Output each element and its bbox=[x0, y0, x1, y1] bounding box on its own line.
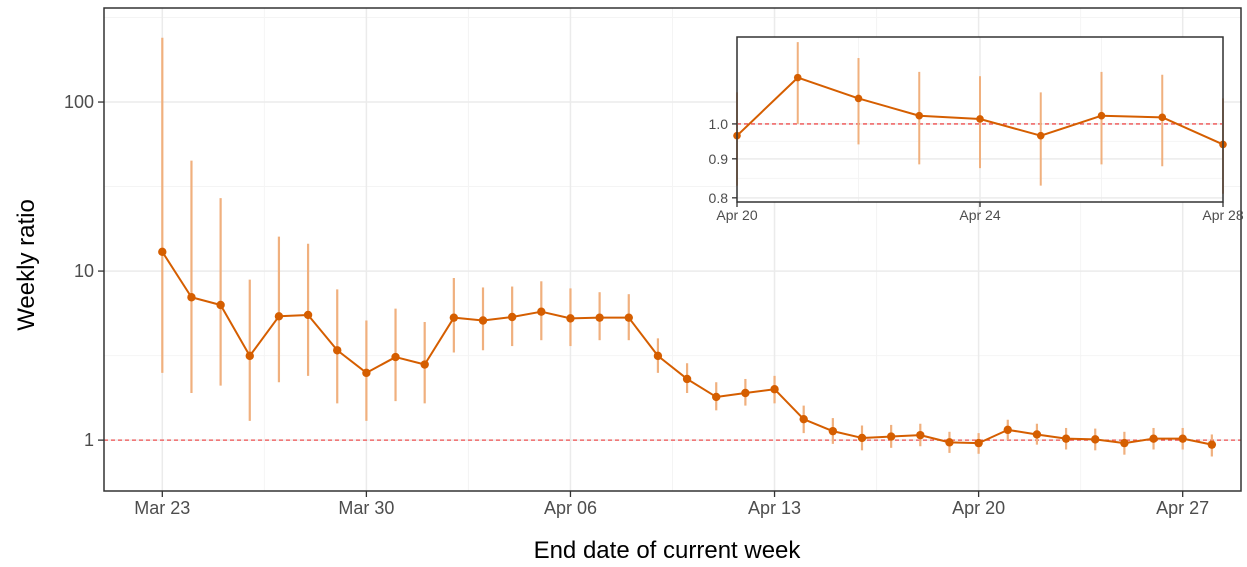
main-data-point bbox=[712, 392, 721, 402]
inset-data-point bbox=[1036, 131, 1045, 140]
main-data-point bbox=[886, 432, 896, 441]
inset-data-point bbox=[976, 115, 984, 123]
main-data-point bbox=[799, 414, 808, 424]
main-data-point bbox=[1178, 434, 1187, 443]
main-data-point bbox=[158, 247, 167, 257]
main-data-point bbox=[1120, 438, 1129, 448]
inset-y-tick-label: 0.8 bbox=[709, 190, 729, 206]
main-data-point bbox=[303, 310, 313, 320]
y-axis-title: Weekly ratio bbox=[13, 199, 40, 331]
x-axis-title: End date of current week bbox=[534, 537, 802, 564]
main-data-point bbox=[245, 351, 254, 361]
main-panel-border bbox=[103, 7, 1242, 492]
main-data-point bbox=[916, 430, 925, 440]
main-data-point bbox=[274, 312, 284, 321]
main-data-point bbox=[974, 438, 983, 448]
main-data-point bbox=[566, 314, 575, 323]
main-data-point bbox=[653, 351, 663, 361]
main-x-tick-label: Mar 30 bbox=[338, 498, 394, 518]
main-x-tick-label: Apr 06 bbox=[544, 498, 597, 518]
inset-data-point bbox=[1158, 113, 1167, 122]
main-x-tick-label: Apr 13 bbox=[748, 498, 801, 518]
main-data-point bbox=[682, 374, 692, 384]
main-axis-ticks: Mar 23 Mar 30 Apr 06 Apr 13 Apr 20 Apr 27 1 10 1… bbox=[64, 92, 1209, 518]
inset-x-tick-label: Apr 28 bbox=[1202, 207, 1243, 223]
main-data-point bbox=[216, 300, 225, 310]
main-y-tick-label: 10 bbox=[74, 261, 94, 281]
main-x-tick-label: Apr 20 bbox=[952, 498, 1005, 518]
main-data-point bbox=[945, 438, 954, 447]
inset-y-tick-label: 0.9 bbox=[709, 151, 729, 167]
inset-x-tick-label: Apr 24 bbox=[959, 207, 1000, 223]
main-data-point bbox=[624, 313, 633, 322]
main-data-point bbox=[741, 388, 750, 398]
main-y-tick-label: 1 bbox=[84, 430, 94, 450]
main-data-point bbox=[449, 313, 459, 322]
main-y-tick-label: 100 bbox=[64, 92, 94, 112]
inset-panel: Apr 20 Apr 24 Apr 28 0.8 0.9 1.0 bbox=[709, 36, 1244, 223]
main-data-points bbox=[158, 247, 1217, 449]
main-x-tick-label: Apr 27 bbox=[1156, 498, 1209, 518]
main-data-point bbox=[333, 346, 342, 355]
main-data-point bbox=[1149, 434, 1158, 443]
main-data-point bbox=[828, 426, 838, 436]
main-data-point bbox=[187, 293, 196, 302]
main-data-point bbox=[420, 360, 429, 369]
main-data-point bbox=[1003, 425, 1012, 435]
main-x-tick-label: Mar 23 bbox=[134, 498, 190, 518]
main-data-point bbox=[537, 307, 546, 316]
main-data-point bbox=[1061, 434, 1071, 443]
inset-axis-ticks: Apr 20 Apr 24 Apr 28 0.8 0.9 1.0 bbox=[709, 116, 1244, 223]
main-data-point bbox=[1032, 430, 1042, 439]
main-data-point bbox=[362, 368, 371, 378]
main-data-point bbox=[595, 313, 604, 322]
main-data-point bbox=[507, 312, 517, 322]
main-data-point bbox=[1207, 440, 1217, 449]
main-data-point bbox=[1091, 435, 1100, 444]
inset-data-point bbox=[793, 73, 802, 82]
inset-data-point bbox=[1097, 111, 1106, 120]
main-data-point bbox=[857, 433, 867, 443]
main-data-point bbox=[391, 352, 400, 362]
inset-data-point bbox=[854, 94, 863, 103]
main-data-point bbox=[478, 316, 488, 325]
main-data-point bbox=[770, 385, 779, 394]
inset-x-tick-label: Apr 20 bbox=[716, 207, 757, 223]
inset-data-point bbox=[915, 111, 924, 120]
inset-y-tick-label: 1.0 bbox=[709, 116, 729, 132]
